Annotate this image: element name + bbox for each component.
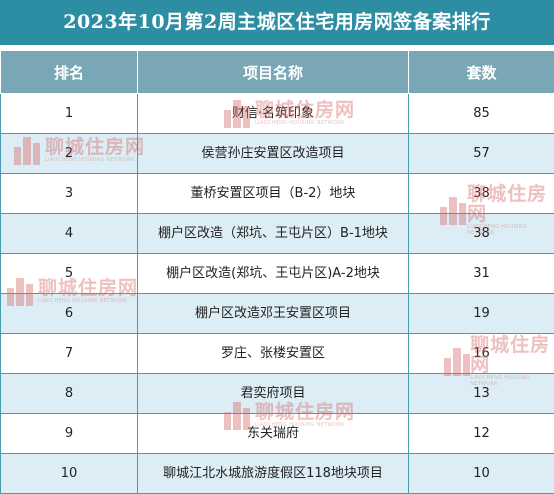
table-row: 7 罗庄、张楼安置区 16: [1, 334, 554, 374]
project-name-cell: 董桥安置区项目（B-2）地块: [138, 174, 409, 214]
project-name-cell: 东关瑞府: [138, 414, 409, 454]
rank-cell: 3: [1, 174, 138, 214]
column-header-rank: 排名: [1, 51, 138, 94]
column-header-units: 套数: [409, 51, 554, 94]
project-name: 棚户区改造邓王安置区项目: [195, 305, 351, 322]
units-cell: 13: [409, 374, 554, 414]
project-name: 东关瑞府: [247, 425, 299, 442]
project-name-cell: 侯营孙庄安置区改造项目: [138, 134, 409, 174]
table-row: 10 聊城江北水城旅游度假区118地块项目 10: [1, 454, 554, 494]
units-cell: 12: [409, 414, 554, 454]
units-cell: 85: [409, 94, 554, 134]
rank-cell: 5: [1, 254, 138, 294]
table-row: 9 东关瑞府 12: [1, 414, 554, 454]
units-cell: 10: [409, 454, 554, 494]
project-name-cell: 棚户区改造邓王安置区项目: [138, 294, 409, 334]
units-cell: 38: [409, 214, 554, 254]
project-name-cell: 君奕府项目: [138, 374, 409, 414]
units-cell: 31: [409, 254, 554, 294]
ranking-table: 排名 项目名称 套数 1 财信·名筑印象 85 2 侯营孙庄安置区改造项目 57…: [0, 50, 554, 494]
project-name-cell: 财信·名筑印象: [138, 94, 409, 134]
project-name-cell: 棚户区改造(郑坑、王屯片区)A-2地块: [138, 254, 409, 294]
rank-cell: 9: [1, 414, 138, 454]
table-row: 6 棚户区改造邓王安置区项目 19: [1, 294, 554, 334]
project-name: 董桥安置区项目（B-2）地块: [191, 185, 356, 202]
rank-cell: 10: [1, 454, 138, 494]
column-header-name: 项目名称: [138, 51, 409, 94]
units-cell: 57: [409, 134, 554, 174]
project-name: 聊城江北水城旅游度假区118地块项目: [163, 465, 383, 482]
project-name-cell: 聊城江北水城旅游度假区118地块项目: [138, 454, 409, 494]
project-name-cell: 棚户区改造（郑坑、王屯片区）B-1地块: [138, 214, 409, 254]
table-header-row: 排名 项目名称 套数: [1, 51, 554, 94]
rank-cell: 4: [1, 214, 138, 254]
table-row: 4 棚户区改造（郑坑、王屯片区）B-1地块 38: [1, 214, 554, 254]
rank-cell: 7: [1, 334, 138, 374]
rank-cell: 1: [1, 94, 138, 134]
project-name: 罗庄、张楼安置区: [221, 345, 325, 362]
project-name: 君奕府项目: [240, 385, 305, 402]
project-name: 财信·名筑印象: [232, 105, 314, 122]
table-row: 2 侯营孙庄安置区改造项目 57: [1, 134, 554, 174]
project-name: 侯营孙庄安置区改造项目: [201, 145, 344, 162]
project-name: 棚户区改造（郑坑、王屯片区）B-1地块: [158, 225, 388, 242]
page-title: 2023年10月第2周主城区住宅用房网签备案排行: [0, 0, 554, 45]
units-cell: 38: [409, 174, 554, 214]
project-name-cell: 罗庄、张楼安置区: [138, 334, 409, 374]
rank-cell: 8: [1, 374, 138, 414]
table-row: 5 棚户区改造(郑坑、王屯片区)A-2地块 31: [1, 254, 554, 294]
project-name: 棚户区改造(郑坑、王屯片区)A-2地块: [166, 265, 380, 282]
rank-cell: 2: [1, 134, 138, 174]
rank-cell: 6: [1, 294, 138, 334]
table-row: 1 财信·名筑印象 85: [1, 94, 554, 134]
table-row: 3 董桥安置区项目（B-2）地块 38: [1, 174, 554, 214]
table-row: 8 君奕府项目 13: [1, 374, 554, 414]
units-cell: 19: [409, 294, 554, 334]
units-cell: 16: [409, 334, 554, 374]
